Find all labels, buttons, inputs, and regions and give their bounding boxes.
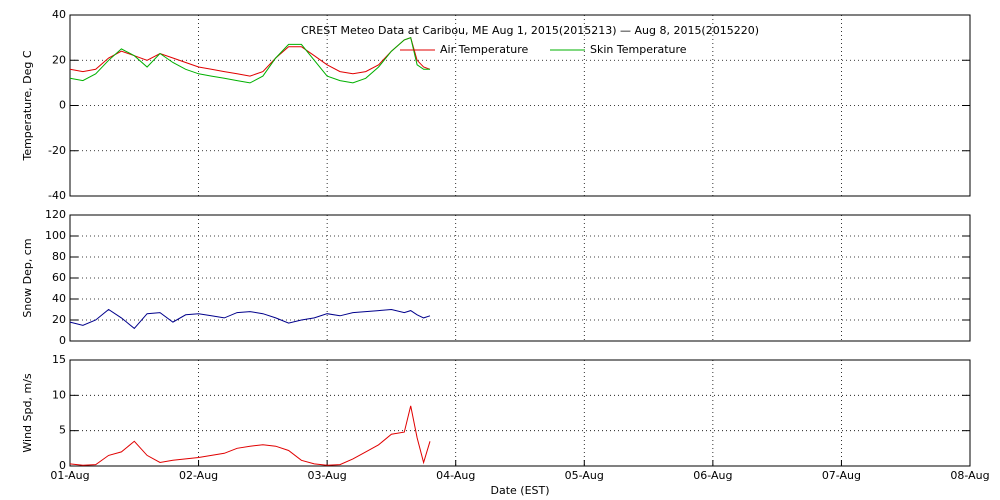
y-tick-label: 20 <box>52 313 66 326</box>
y-tick-label: 15 <box>52 353 66 366</box>
y-tick-label: 0 <box>59 334 66 347</box>
y-tick-label: 40 <box>52 292 66 305</box>
y-tick-label: 40 <box>52 8 66 21</box>
y-tick-label: 0 <box>59 99 66 112</box>
x-tick-label: 05-Aug <box>565 469 604 482</box>
y-tick-label: 100 <box>45 229 66 242</box>
plot-frame <box>69 359 971 467</box>
y-tick-label: 5 <box>59 424 66 437</box>
y-axis-label: Temperature, Deg C <box>21 50 34 161</box>
data-line <box>69 36 430 84</box>
x-tick-label: 08-Aug <box>950 469 989 482</box>
legend-label: Air Temperature <box>440 43 529 56</box>
y-tick-label: 60 <box>52 271 66 284</box>
y-tick-label: 0 <box>59 459 66 472</box>
plot-frame <box>69 214 971 342</box>
x-axis-label: Date (EST) <box>490 484 549 497</box>
y-tick-label: 80 <box>52 250 66 263</box>
data-line <box>69 405 431 466</box>
x-tick-label: 04-Aug <box>436 469 475 482</box>
data-line <box>69 36 431 77</box>
x-tick-label: 03-Aug <box>308 469 347 482</box>
x-tick-label: 06-Aug <box>693 469 732 482</box>
x-tick-label: 07-Aug <box>822 469 861 482</box>
y-tick-label: -40 <box>48 189 66 202</box>
legend-label: Skin Temperature <box>590 43 687 56</box>
y-axis-label: Snow Dep, cm <box>21 238 34 317</box>
chart-title: CREST Meteo Data at Caribou, ME Aug 1, 2… <box>301 24 759 37</box>
x-tick-label: 01-Aug <box>50 469 89 482</box>
y-axis-label: Wind Spd, m/s <box>21 373 34 453</box>
data-line <box>69 308 431 330</box>
y-tick-label: 120 <box>45 208 66 221</box>
x-tick-label: 02-Aug <box>179 469 218 482</box>
y-tick-label: 20 <box>52 53 66 66</box>
y-tick-label: -20 <box>48 144 66 157</box>
y-tick-label: 10 <box>52 388 66 401</box>
plot-frame <box>69 14 971 197</box>
